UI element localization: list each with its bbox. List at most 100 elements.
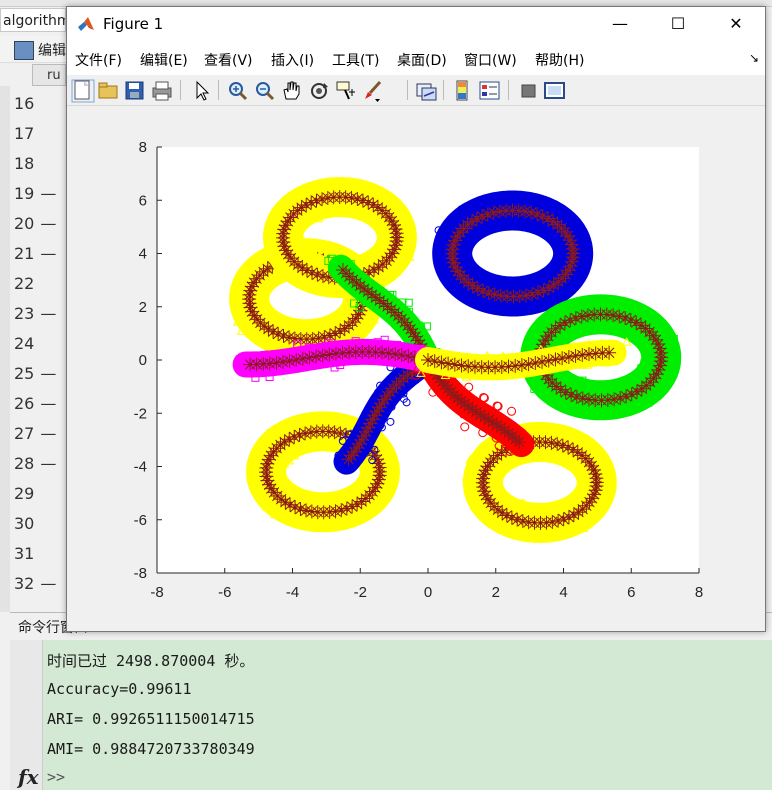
scatter-chart[interactable]: -8 -6 -4 -2 0 2 4 6 8 -8 -6 -4 -2 0 2 4 6 8 xyxy=(66,105,766,625)
data-point xyxy=(273,465,284,474)
data-point xyxy=(346,329,357,339)
colorbar-icon[interactable] xyxy=(456,80,468,101)
data-point xyxy=(476,498,486,507)
centroid-marker xyxy=(315,192,330,207)
data-point xyxy=(233,274,243,283)
fx-icon[interactable]: fx xyxy=(18,765,39,789)
menu-help[interactable]: 帮助(H) xyxy=(535,53,585,69)
menu-file[interactable]: 文件(F) xyxy=(75,53,122,69)
menu-window[interactable]: 窗口(W) xyxy=(464,53,517,69)
marker-stroke xyxy=(608,394,620,405)
link-plot-icon[interactable] xyxy=(416,83,437,101)
menu-tools[interactable]: 工具(T) xyxy=(332,53,380,69)
marker-stroke xyxy=(362,197,374,208)
data-point xyxy=(259,279,270,288)
breakpoint-dash[interactable]: — xyxy=(40,364,57,383)
centroid-marker xyxy=(335,345,350,360)
marker-stroke xyxy=(284,433,295,445)
save-icon[interactable] xyxy=(125,81,144,100)
marker-stroke xyxy=(479,411,490,423)
marker-stroke xyxy=(294,429,305,441)
breakpoint-dash[interactable]: — xyxy=(40,244,57,263)
pointer-icon[interactable] xyxy=(196,80,210,101)
zoom-in-icon[interactable] xyxy=(229,82,248,101)
breakpoint-dash[interactable]: — xyxy=(40,184,57,203)
command-prompt[interactable]: >> xyxy=(47,768,66,786)
breakpoint-dash[interactable]: — xyxy=(40,424,57,443)
marker-stroke xyxy=(337,264,349,276)
marker-stroke xyxy=(557,440,569,451)
data-point xyxy=(381,457,392,466)
brush-icon[interactable] xyxy=(365,80,382,102)
data-point xyxy=(450,280,459,289)
centroid-marker xyxy=(454,394,469,409)
marker-stroke xyxy=(635,320,647,331)
figure-titlebar[interactable]: Figure 1 — ☐ ✕ xyxy=(67,7,765,41)
centroid-marker xyxy=(295,351,310,366)
marker-stroke xyxy=(279,241,290,252)
print-icon[interactable] xyxy=(152,81,172,101)
marker-stroke xyxy=(244,359,256,370)
open-folder-icon[interactable] xyxy=(98,82,118,99)
breakpoint-dash[interactable]: — xyxy=(40,454,57,473)
editor-run-tab[interactable]: ru xyxy=(32,64,66,86)
data-point xyxy=(265,372,274,381)
breakpoint-dash[interactable]: — xyxy=(40,394,57,413)
data-series xyxy=(232,335,441,382)
marker-stroke xyxy=(272,328,284,340)
data-point xyxy=(530,384,539,393)
marker-stroke xyxy=(511,514,523,525)
marker-stroke xyxy=(463,401,474,412)
data-point xyxy=(498,281,507,290)
data-point xyxy=(556,433,567,443)
hide-plot-tools-icon[interactable] xyxy=(521,84,536,98)
line-number: 31 xyxy=(14,544,58,563)
marker-stroke xyxy=(351,498,363,510)
x-tick-label: -6 xyxy=(218,584,231,601)
maximize-button[interactable]: ☐ xyxy=(670,14,686,33)
legend-icon[interactable] xyxy=(479,81,500,100)
marker-stroke xyxy=(290,354,302,366)
data-cursor-icon[interactable] xyxy=(336,81,355,100)
menu-desktop[interactable]: 桌面(D) xyxy=(397,53,447,69)
command-window[interactable] xyxy=(10,640,772,790)
data-point xyxy=(389,195,400,204)
menu-insert[interactable]: 插入(I) xyxy=(271,53,315,69)
centroid-marker xyxy=(493,420,508,435)
command-window-gutter xyxy=(10,640,43,790)
breakpoint-dash[interactable]: — xyxy=(40,304,57,323)
show-plot-tools-icon[interactable] xyxy=(544,82,565,99)
pan-hand-icon[interactable] xyxy=(283,81,300,100)
marker-stroke xyxy=(283,332,295,343)
centroid-marker xyxy=(289,352,304,367)
data-point xyxy=(376,430,387,440)
x-tick-label: 2 xyxy=(492,584,500,601)
dock-arrow-icon[interactable]: ↘ xyxy=(748,51,759,65)
marker-stroke xyxy=(556,352,568,364)
close-button[interactable]: ✕ xyxy=(729,14,743,33)
editor-file-tab[interactable]: algorithm xyxy=(0,8,66,32)
menu-view[interactable]: 查看(V) xyxy=(204,53,253,69)
breakpoint-dash[interactable]: — xyxy=(40,214,57,233)
data-point xyxy=(437,365,448,374)
centroid-marker xyxy=(244,279,259,294)
minimize-button[interactable]: — xyxy=(612,14,628,33)
new-file-icon[interactable] xyxy=(71,79,95,103)
centroid-marker xyxy=(563,313,578,328)
menu-edit[interactable]: 编辑(E) xyxy=(140,53,188,69)
data-point xyxy=(276,257,287,267)
marker-stroke xyxy=(654,343,666,354)
centroid-marker xyxy=(310,267,325,282)
data-point xyxy=(293,420,303,430)
marker-stroke xyxy=(560,387,572,398)
rotate-3d-icon[interactable] xyxy=(311,83,328,99)
centroid-marker xyxy=(292,427,307,442)
data-point xyxy=(305,182,316,192)
marker-stroke xyxy=(562,442,574,453)
marker-stroke xyxy=(289,501,301,513)
marker-stroke xyxy=(607,309,619,321)
breakpoint-dash[interactable]: — xyxy=(40,574,57,593)
centroid-marker xyxy=(531,285,546,300)
data-point xyxy=(463,266,472,275)
zoom-out-icon[interactable] xyxy=(256,82,275,101)
